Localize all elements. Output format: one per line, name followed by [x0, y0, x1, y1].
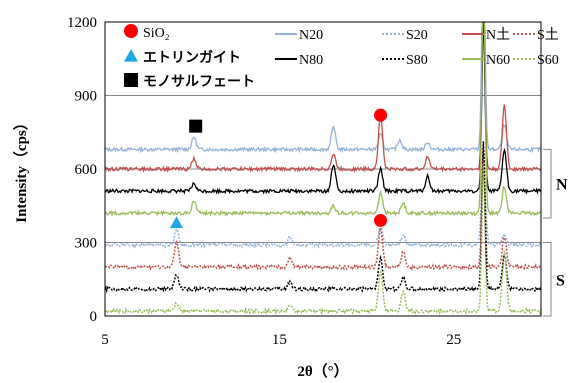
legend-series-label: N20	[299, 28, 323, 43]
square-legend-icon	[124, 73, 138, 87]
bracket-layer: NS	[543, 148, 568, 317]
series-N60	[104, 21, 542, 217]
tick-layer: 0 300 600 900 1200 5 15 25	[67, 15, 461, 348]
y-tick-label: 600	[75, 162, 98, 178]
square-peak-marker	[189, 119, 203, 133]
series-N土	[104, 21, 542, 174]
x-axis-title: 2θ（°）	[297, 362, 348, 380]
bracket-N	[543, 148, 552, 219]
y-tick-label: 300	[75, 236, 98, 252]
circle-peak-marker	[374, 108, 388, 122]
legend-series-label: S60	[537, 53, 559, 68]
circle-legend-icon	[124, 24, 138, 38]
triangle-legend-icon	[124, 49, 138, 62]
y-tick-label: 1200	[67, 15, 97, 31]
legend-marker-label: モノサルフェート	[143, 74, 255, 90]
y-tick-label: 0	[90, 309, 98, 325]
x-tick-label: 25	[446, 332, 461, 348]
circle-peak-marker	[374, 213, 388, 227]
legend-series-label: N土	[486, 27, 510, 43]
y-axis-title: Intensity（cps）	[12, 115, 30, 223]
series-S60	[104, 163, 542, 316]
series-N80	[104, 21, 542, 195]
triangle-peak-marker	[170, 216, 184, 229]
series-layer	[104, 21, 542, 316]
bracket-label-S: S	[556, 272, 565, 289]
x-tick-label: 15	[272, 332, 287, 348]
bracket-label-N: N	[556, 177, 568, 194]
bracket-S	[543, 242, 552, 317]
legend-series-label: S20	[406, 28, 428, 43]
plot-frame	[104, 21, 542, 317]
series-S80	[104, 141, 542, 294]
legend-series-label: N60	[486, 53, 510, 68]
series-S20	[104, 170, 542, 250]
legend-series-label: S土	[537, 27, 559, 43]
marker-layer	[170, 108, 388, 229]
series-S土	[104, 143, 542, 272]
legend-marker-label: エトリンガイト	[143, 50, 241, 66]
series-N20	[104, 21, 542, 154]
legend-marker-label: SiO₂	[143, 26, 170, 41]
x-tick-label: 5	[101, 332, 109, 348]
legend-series-label: S80	[406, 53, 428, 68]
legend-series-label: N80	[299, 53, 323, 68]
y-tick-label: 900	[75, 89, 98, 105]
